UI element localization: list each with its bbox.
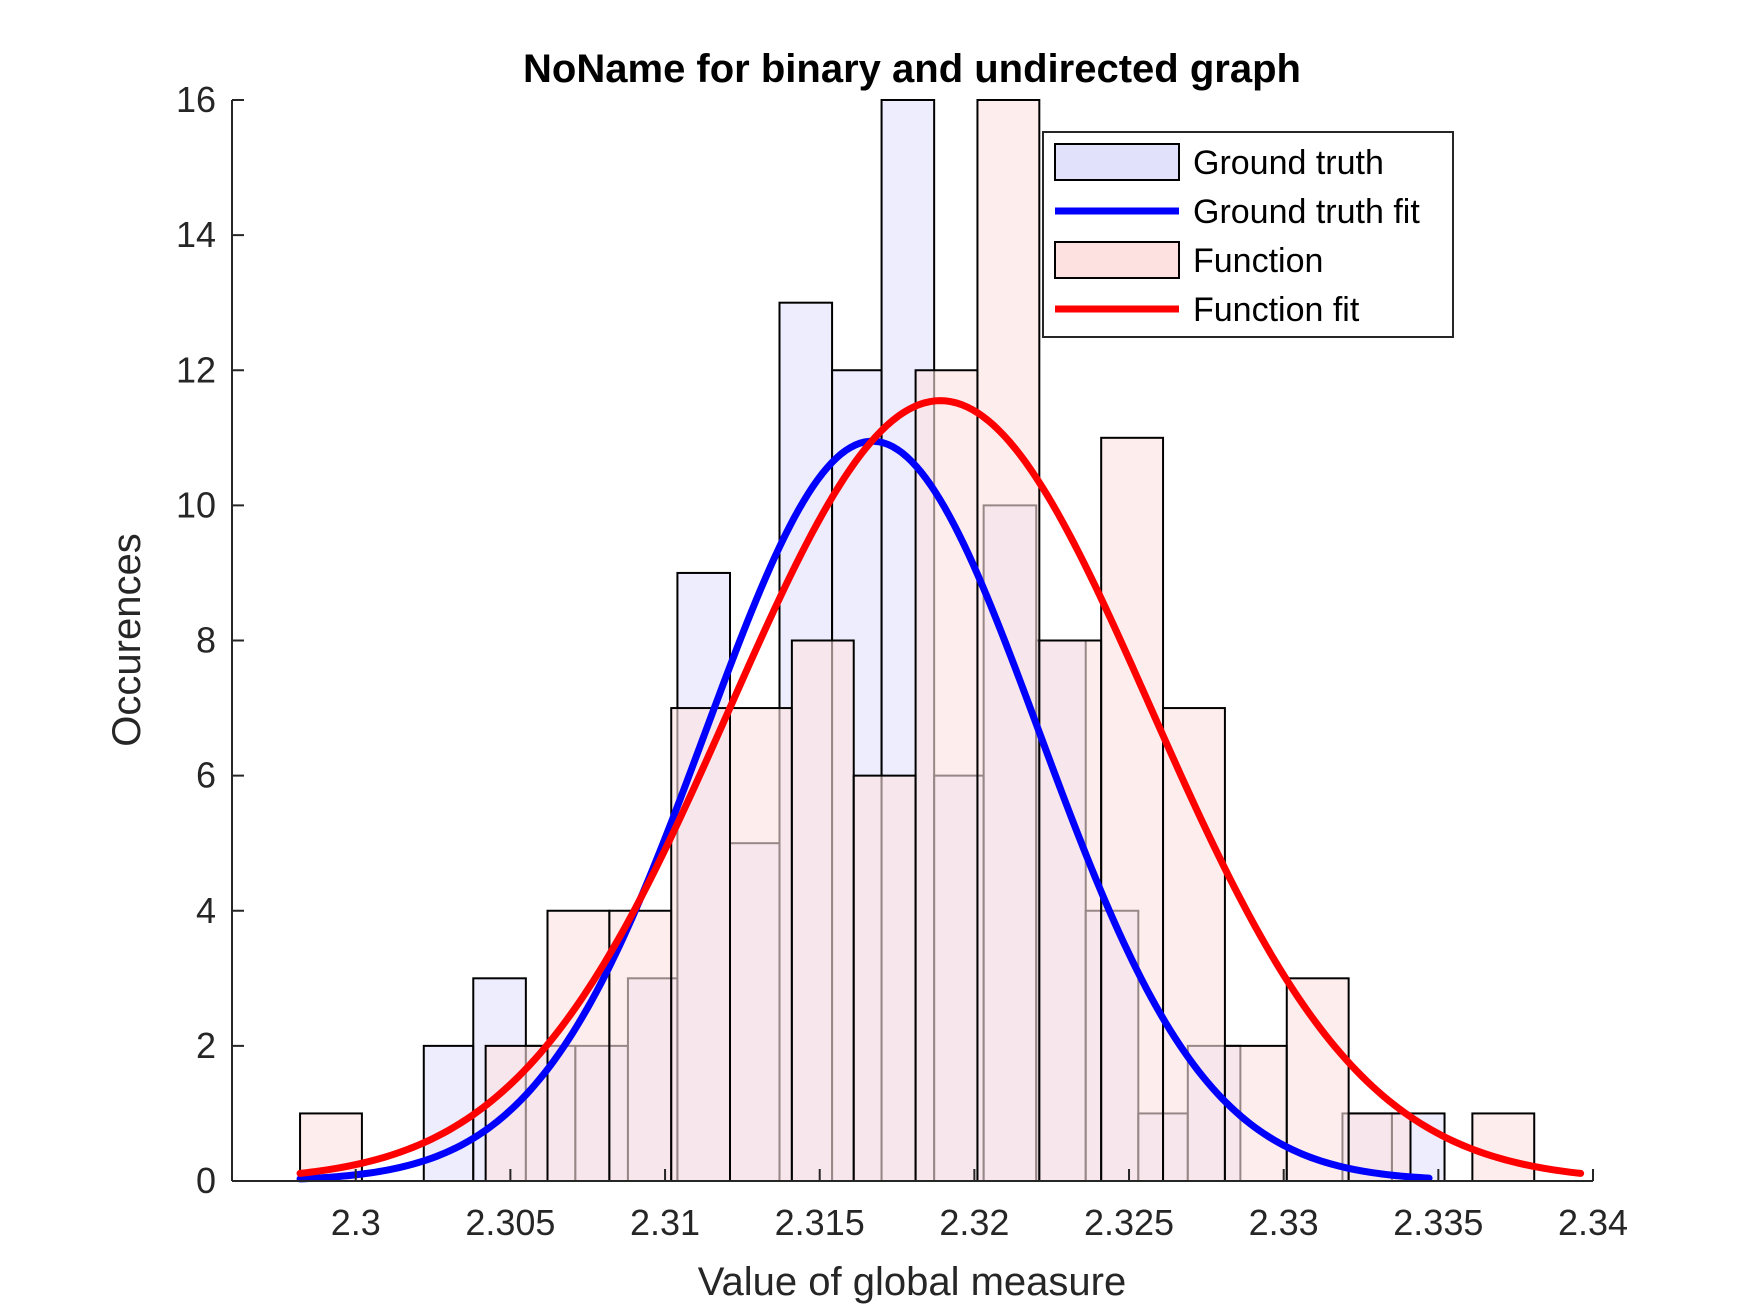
function-bar xyxy=(670,707,732,1182)
fit-curves xyxy=(296,397,1585,1183)
x-tick-label: 2.31 xyxy=(630,1202,700,1243)
function-bar xyxy=(1038,639,1103,1182)
x-tick-label: 2.305 xyxy=(465,1202,555,1243)
function-bar xyxy=(1162,707,1226,1182)
legend-swatch-ground-truth xyxy=(1054,143,1180,181)
function-bar xyxy=(729,707,793,1182)
x-tick-label: 2.335 xyxy=(1393,1202,1483,1243)
chart-title: NoName for binary and undirected graph xyxy=(523,47,1301,91)
histogram-bars xyxy=(299,99,1536,1182)
y-axis-label: Occurences xyxy=(105,533,149,746)
legend-label-ground-truth-fit: Ground truth fit xyxy=(1193,193,1420,231)
y-tick-label: 12 xyxy=(176,349,216,390)
x-tick-label: 2.315 xyxy=(775,1202,865,1243)
y-ticks: 0 2 4 6 8 10 12 14 16 xyxy=(176,79,244,1201)
y-tick-label: 4 xyxy=(196,890,216,931)
function-bar xyxy=(1471,1112,1536,1182)
function-bar xyxy=(976,99,1041,1182)
function-bar xyxy=(1100,436,1165,1182)
function-bar xyxy=(914,369,979,1182)
function-bar xyxy=(608,909,673,1182)
legend-label-function-fit: Function fit xyxy=(1193,291,1360,329)
y-tick-label: 0 xyxy=(196,1160,216,1201)
x-tick-label: 2.32 xyxy=(939,1202,1009,1243)
function-bar xyxy=(1285,977,1350,1182)
y-tick-label: 2 xyxy=(196,1025,216,1066)
x-axis-label: Value of global measure xyxy=(698,1260,1126,1304)
x-tick-label: 2.33 xyxy=(1249,1202,1319,1243)
x-tick-label: 2.34 xyxy=(1558,1202,1628,1243)
legend-label-function: Function xyxy=(1193,242,1323,280)
function-bar xyxy=(790,639,855,1182)
y-tick-label: 6 xyxy=(196,755,216,796)
function-bar xyxy=(484,1044,549,1182)
y-tick-label: 16 xyxy=(176,79,216,120)
function-bar xyxy=(546,909,611,1182)
function-fit-curve xyxy=(296,397,1585,1177)
legend-swatch-function xyxy=(1054,241,1180,279)
ground-truth-fit-curve xyxy=(296,437,1433,1183)
y-tick-label: 8 xyxy=(196,620,216,661)
x-ticks: 2.3 2.305 2.31 2.315 2.32 2.325 2.33 2.335 2.34 xyxy=(331,1169,1628,1243)
function-bar xyxy=(852,774,917,1182)
y-tick-label: 14 xyxy=(176,214,216,255)
x-tick-label: 2.3 xyxy=(331,1202,381,1243)
y-tick-label: 10 xyxy=(176,484,216,525)
legend: Ground truth Ground truth fit Function Func… xyxy=(1042,131,1454,338)
legend-label-ground-truth: Ground truth xyxy=(1193,144,1384,182)
x-tick-label: 2.325 xyxy=(1084,1202,1174,1243)
